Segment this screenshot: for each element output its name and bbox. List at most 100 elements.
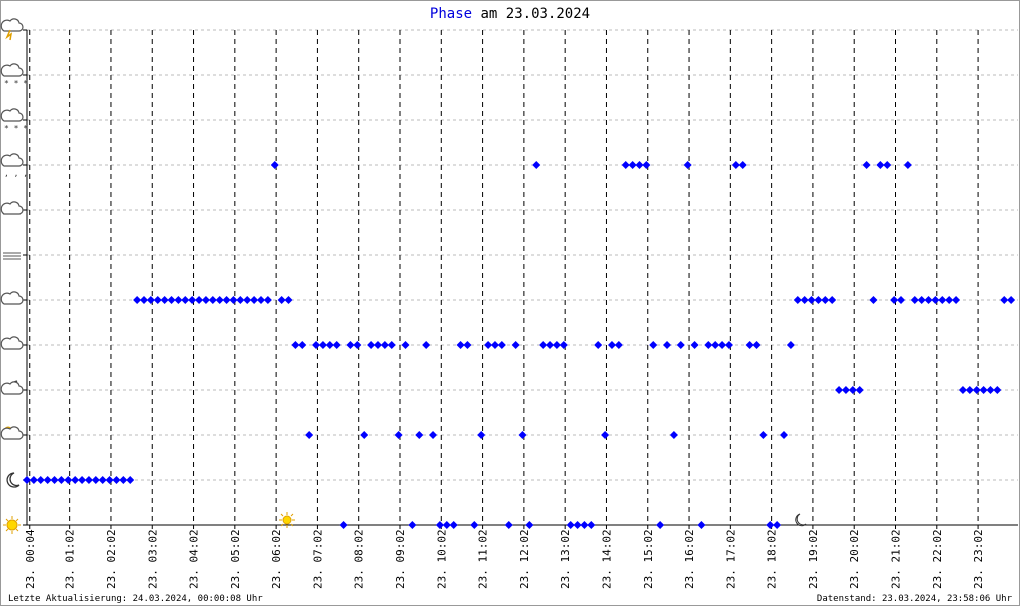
x-tick-label: 23. 01:02 bbox=[64, 529, 77, 589]
x-tick-label: 23. 21:02 bbox=[890, 529, 903, 589]
point bbox=[697, 521, 706, 529]
x-tick-label: 23. 10:02 bbox=[435, 529, 448, 589]
point bbox=[786, 341, 795, 349]
point bbox=[119, 476, 128, 484]
point bbox=[601, 431, 610, 439]
point bbox=[869, 296, 878, 304]
point bbox=[931, 296, 940, 304]
title-highlight: Phase bbox=[430, 6, 472, 22]
y-icon bbox=[0, 336, 24, 350]
point bbox=[456, 341, 465, 349]
point bbox=[153, 296, 162, 304]
point bbox=[36, 476, 45, 484]
point bbox=[463, 341, 472, 349]
x-tick-label: 23. 05:02 bbox=[229, 529, 242, 589]
point bbox=[669, 431, 678, 439]
point bbox=[167, 296, 176, 304]
y-icon bbox=[6, 472, 20, 488]
point bbox=[470, 521, 479, 529]
point bbox=[449, 521, 458, 529]
cloud bbox=[0, 426, 24, 440]
point bbox=[594, 341, 603, 349]
point bbox=[704, 341, 713, 349]
point bbox=[477, 431, 486, 439]
point bbox=[614, 341, 623, 349]
chart-title: Phase am 23.03.2024 bbox=[430, 6, 590, 22]
point bbox=[435, 521, 444, 529]
point bbox=[835, 386, 844, 394]
x-tick-label: 23. 13:02 bbox=[559, 529, 572, 589]
point bbox=[332, 341, 341, 349]
point bbox=[800, 296, 809, 304]
point bbox=[945, 296, 954, 304]
x-tick-label: 23. 22:02 bbox=[931, 529, 944, 589]
point bbox=[780, 431, 789, 439]
cloud bbox=[0, 381, 24, 395]
point bbox=[958, 386, 967, 394]
point bbox=[559, 341, 568, 349]
point bbox=[718, 341, 727, 349]
point bbox=[731, 161, 740, 169]
point bbox=[504, 521, 513, 529]
footer-right: Datenstand: 23.03.2024, 23:58:06 Uhr bbox=[817, 594, 1013, 604]
point bbox=[484, 341, 493, 349]
point bbox=[181, 296, 190, 304]
x-tick-label: 23. 15:02 bbox=[642, 529, 655, 589]
point bbox=[676, 341, 685, 349]
point bbox=[78, 476, 87, 484]
point bbox=[566, 521, 575, 529]
point bbox=[429, 431, 438, 439]
cloud bbox=[0, 108, 24, 122]
point bbox=[208, 296, 217, 304]
point bbox=[201, 296, 210, 304]
point bbox=[84, 476, 93, 484]
point bbox=[759, 431, 768, 439]
point bbox=[656, 521, 665, 529]
point bbox=[752, 341, 761, 349]
point bbox=[133, 296, 142, 304]
point bbox=[539, 341, 548, 349]
cloud bbox=[0, 18, 24, 32]
point bbox=[848, 386, 857, 394]
point bbox=[683, 161, 692, 169]
point bbox=[43, 476, 52, 484]
point bbox=[883, 161, 892, 169]
point bbox=[318, 341, 327, 349]
point bbox=[401, 341, 410, 349]
point bbox=[910, 296, 919, 304]
point bbox=[160, 296, 169, 304]
y-icon bbox=[3, 252, 21, 260]
point bbox=[773, 521, 782, 529]
point bbox=[642, 161, 651, 169]
point bbox=[360, 431, 369, 439]
point bbox=[222, 296, 231, 304]
x-tick-label: 23. 09:02 bbox=[394, 529, 407, 589]
point bbox=[236, 296, 245, 304]
point bbox=[897, 296, 906, 304]
y-icon bbox=[0, 380, 24, 395]
x-tick-label: 23. 14:02 bbox=[600, 529, 613, 589]
point bbox=[64, 476, 73, 484]
point bbox=[215, 296, 224, 304]
y-icon bbox=[0, 426, 24, 440]
point bbox=[243, 296, 252, 304]
point bbox=[952, 296, 961, 304]
point bbox=[146, 296, 155, 304]
point bbox=[394, 431, 403, 439]
point bbox=[353, 341, 362, 349]
y-icon: * * * bbox=[0, 108, 28, 133]
point bbox=[821, 296, 830, 304]
point bbox=[422, 341, 431, 349]
cloud bbox=[0, 153, 24, 167]
sun bbox=[6, 519, 18, 531]
point bbox=[621, 161, 630, 169]
point bbox=[903, 161, 912, 169]
point bbox=[711, 341, 720, 349]
x-tick-label: 23. 06:02 bbox=[270, 529, 283, 589]
point bbox=[1000, 296, 1009, 304]
cloud bbox=[0, 291, 24, 305]
point bbox=[793, 296, 802, 304]
point bbox=[546, 341, 555, 349]
point bbox=[188, 296, 197, 304]
x-tick-label: 23. 00:04 bbox=[24, 529, 37, 589]
